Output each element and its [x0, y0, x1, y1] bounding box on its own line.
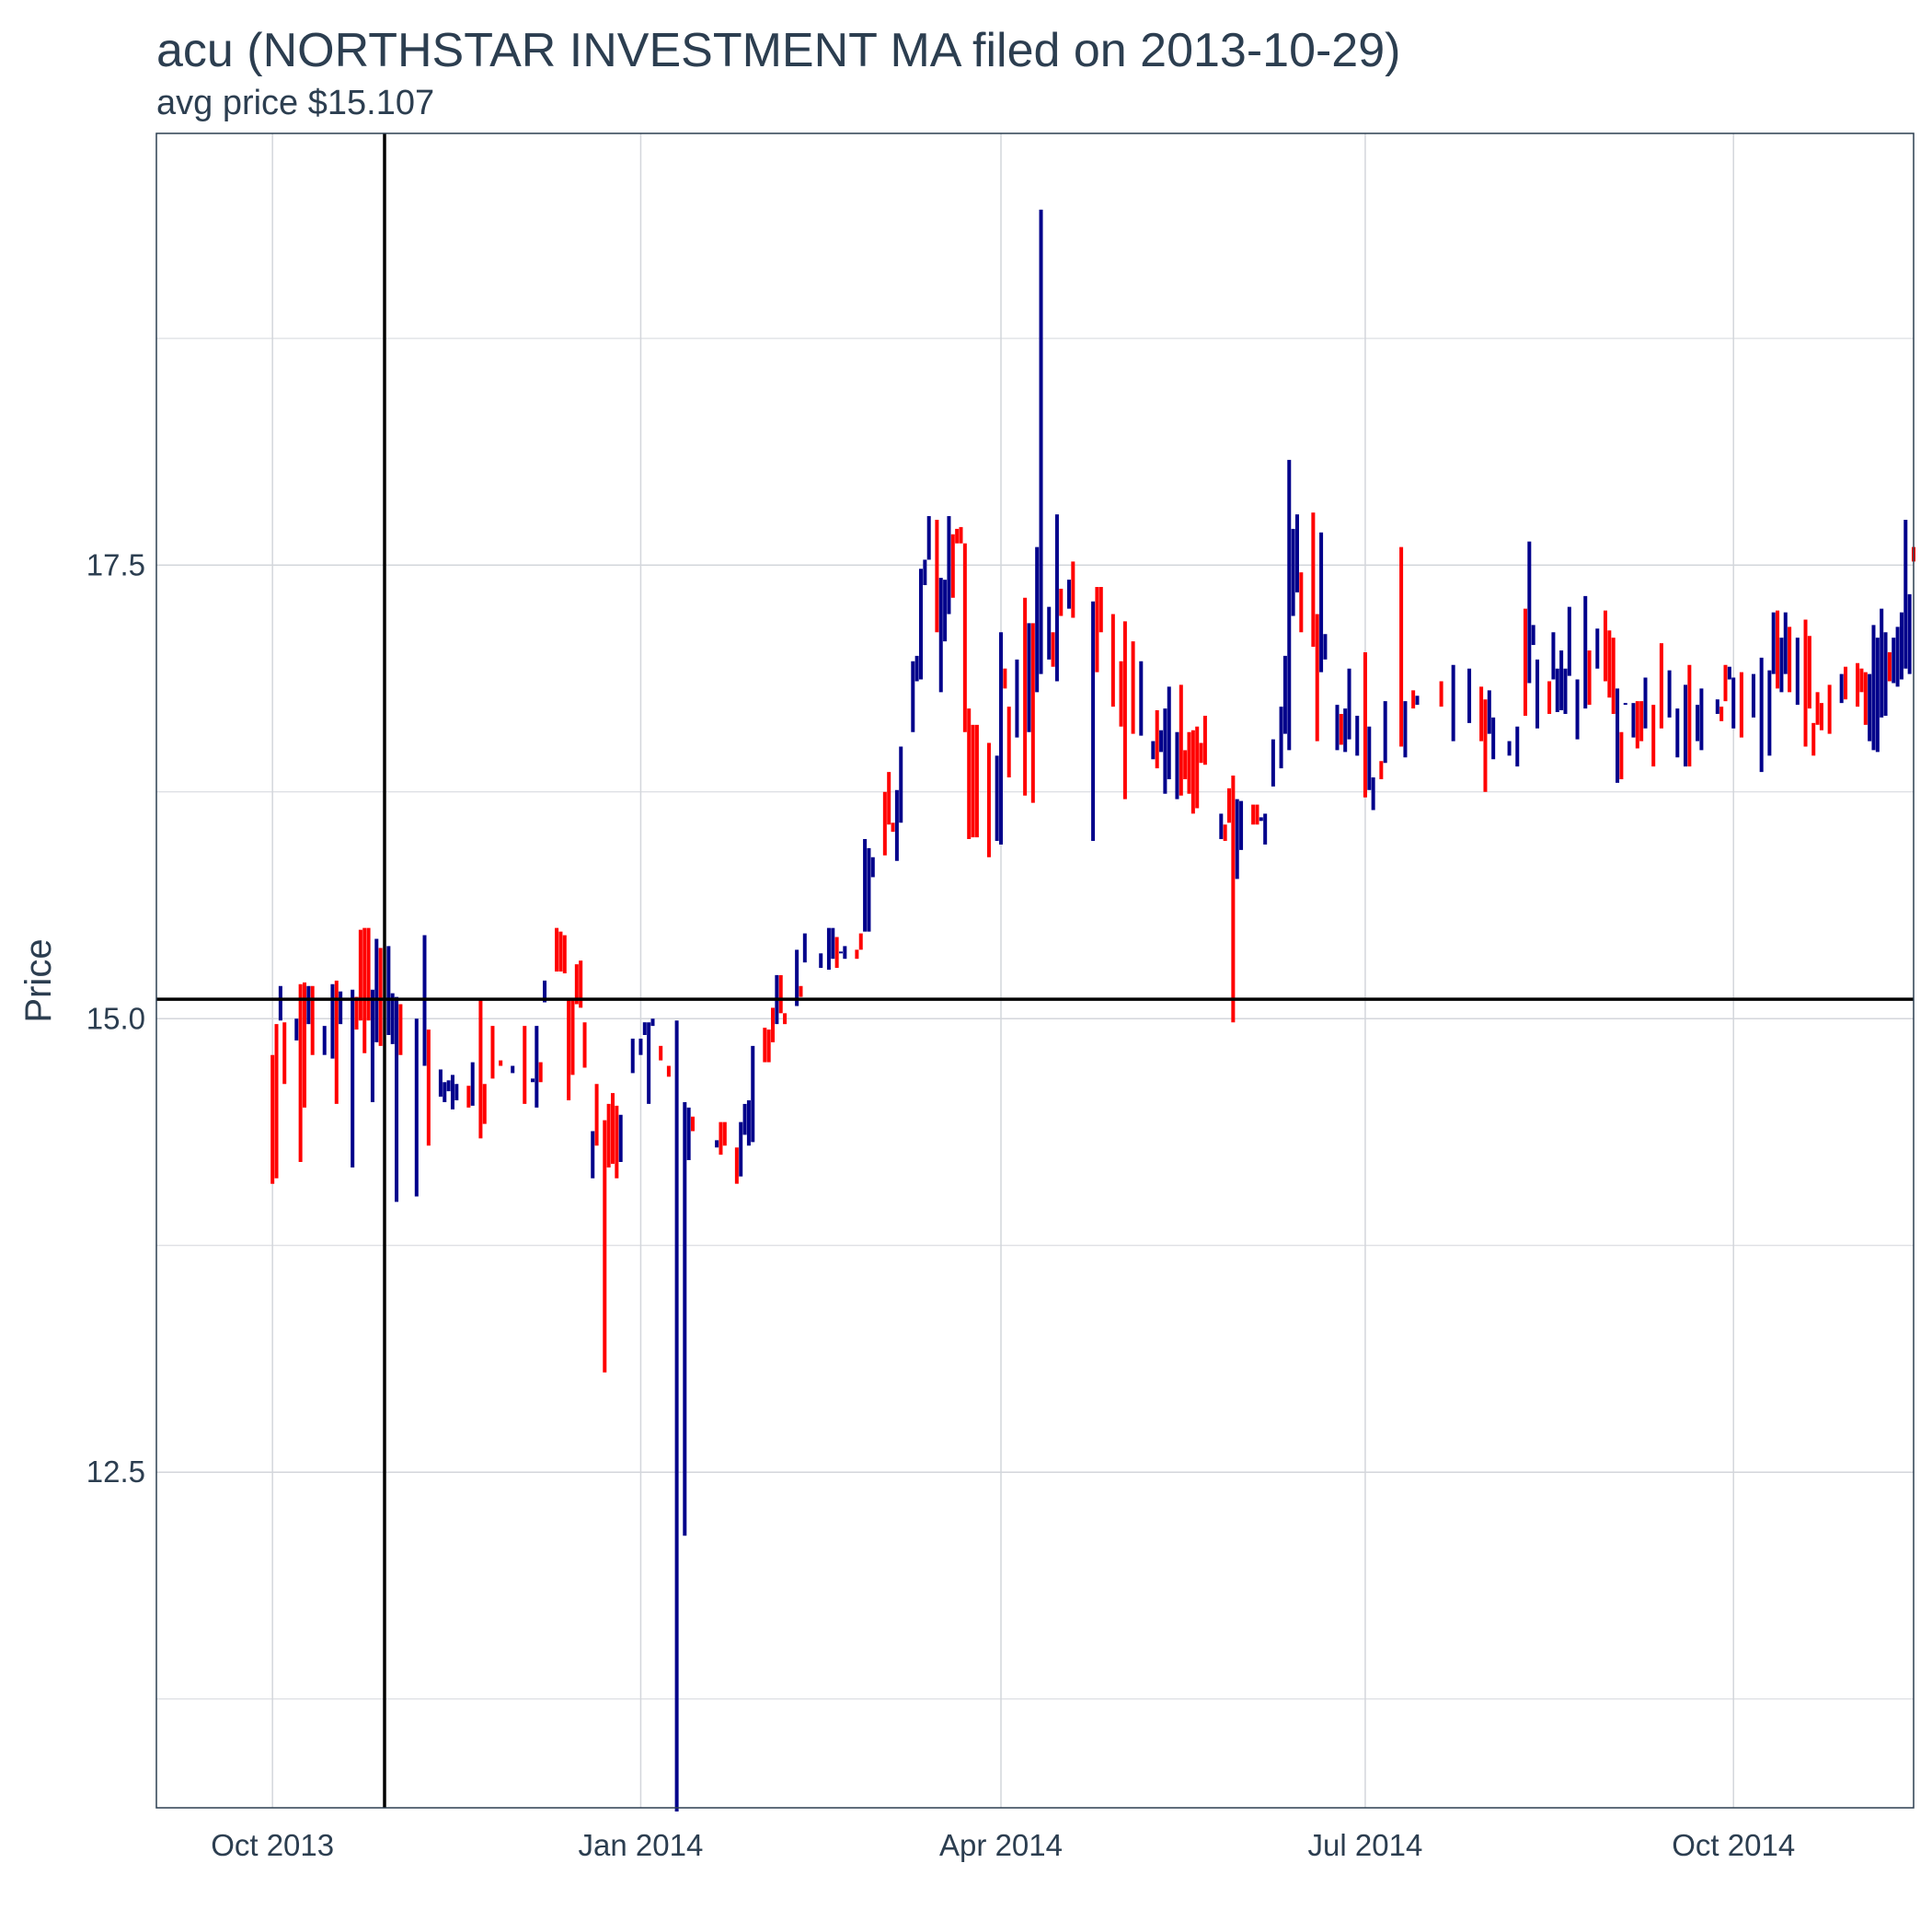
plot-border	[155, 132, 1915, 1809]
y-tick-label: 15.0	[86, 1001, 145, 1035]
grid-layer	[156, 133, 1914, 1808]
x-tick-label: Jan 2014	[579, 1828, 704, 1862]
y-tick-label: 17.5	[86, 547, 145, 581]
chart-title: acu (NORTHSTAR INVESTMENT MA filed on 20…	[156, 24, 1400, 77]
y-axis-title: Price	[18, 938, 59, 1022]
x-tick-label: Oct 2013	[211, 1828, 334, 1862]
x-tick-label: Jul 2014	[1308, 1828, 1423, 1862]
reference-lines	[156, 133, 1914, 1808]
axis-labels: 12.5 15.0 17.5 Oct 2013 Jan 2014 Apr 2014 Jul …	[86, 547, 1795, 1862]
price-bars	[270, 209, 1915, 1811]
chart-subtitle: avg price $15.107	[156, 84, 434, 122]
x-tick-label: Oct 2014	[1672, 1828, 1795, 1862]
y-tick-label: 12.5	[86, 1455, 145, 1489]
x-tick-label: Apr 2014	[939, 1828, 1063, 1862]
